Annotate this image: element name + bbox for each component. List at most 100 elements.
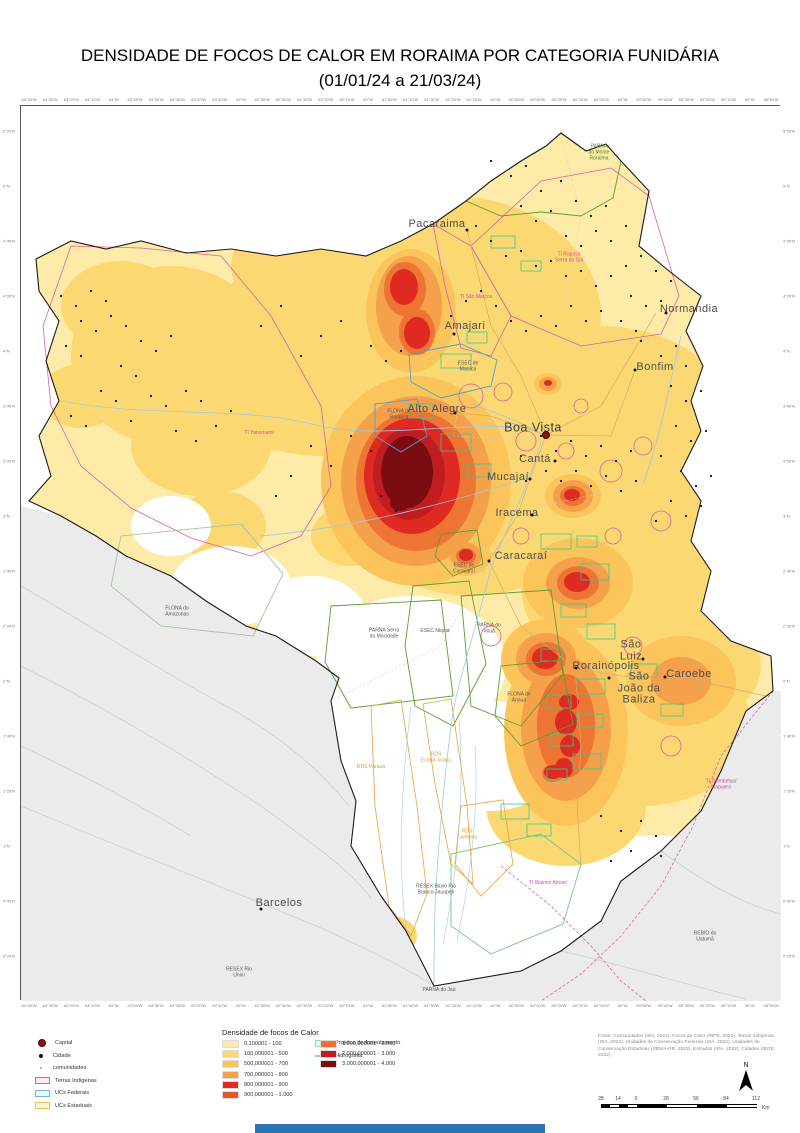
legend-item: Terras Indígenas: [35, 1076, 97, 1086]
community-symbol: [40, 1067, 42, 1069]
density-classes-col2: 1.000,000001 - 2.000 2.000,000001 - 3.000…: [320, 1040, 395, 1071]
longitude-tick: 64°40'W: [21, 97, 37, 102]
density-swatch: [222, 1060, 239, 1069]
latitude-tick: 3°40'N: [783, 403, 795, 409]
legend-item-label: comunidades: [53, 1065, 87, 1071]
scale-bar: 28 14 0 28 56 84 112 Km: [596, 1096, 776, 1118]
longitude-tick: 60°50'W: [509, 97, 525, 102]
legend-item-label: Capital: [55, 1040, 73, 1046]
longitude-tick: 61°W: [490, 97, 501, 102]
latitude-tick: 5°20'N: [783, 128, 795, 134]
legend-item: Cidade: [35, 1051, 97, 1061]
density-swatch: [222, 1050, 239, 1059]
longitude-tick: 62°10'W: [339, 1003, 355, 1008]
longitude-tick: 59°30'W: [678, 1003, 694, 1008]
density-class: 100,000001 - 500: [222, 1050, 293, 1059]
hydrography-lines: [60, 335, 682, 985]
box-symbol: [35, 1077, 50, 1084]
scale-label: 0: [634, 1096, 638, 1102]
density-classes-col1: 0,100001 - 100 100,000001 - 500 500,000001…: [222, 1040, 293, 1101]
longitude-tick: 59°20'W: [699, 97, 715, 102]
latitude-tick: 2°N: [3, 678, 10, 684]
legend-item-label: UCs Federais: [55, 1090, 90, 1096]
longitude-tick: 61°10'W: [466, 97, 482, 102]
density-class: 800,000001 - 900: [222, 1080, 293, 1089]
legend-item-label: Projetos de Assentamento: [335, 1040, 401, 1046]
longitude-tick: 60°10'W: [593, 1003, 609, 1008]
density-class: 700,000001 - 800: [222, 1070, 293, 1079]
latitude-tick: 1°N: [783, 843, 790, 849]
north-arrow-icon: [739, 1070, 753, 1091]
longitude-tick: 60°40'W: [530, 97, 546, 102]
longitude-tick: 59°40'W: [657, 1003, 673, 1008]
longitude-tick: 60°50'W: [509, 1003, 525, 1008]
scale-bar-graphic: [601, 1104, 757, 1108]
scale-label: 112: [752, 1096, 760, 1102]
longitude-tick: 63°20'W: [191, 97, 207, 102]
longitude-tick: 62°50'W: [254, 97, 270, 102]
legend-item-label: Cidade: [53, 1052, 71, 1059]
legend-item: UCs Estaduais: [35, 1101, 97, 1111]
scale-label: 28: [598, 1096, 604, 1102]
longitude-tick: 64°30'W: [42, 1003, 58, 1008]
capital-symbol: [38, 1039, 46, 1047]
latitude-tick: 1°N: [3, 843, 10, 849]
longitude-tick: 63°40'W: [148, 1003, 164, 1008]
longitude-tick: 63°50'W: [127, 97, 143, 102]
density-swatch: [222, 1040, 239, 1048]
longitude-tick: 63°50'W: [127, 1003, 143, 1008]
longitude-tick: 59°50'W: [636, 97, 652, 102]
bottom-blue-bar: [255, 1124, 545, 1133]
longitude-tick: 63°40'W: [148, 97, 164, 102]
longitude-tick: 60°20'W: [572, 97, 588, 102]
longitude-tick: 61°30'W: [424, 1003, 440, 1008]
latitude-tick: 1°40'N: [783, 733, 795, 739]
latitude-tick: 0°20'N: [783, 953, 795, 959]
longitude-tick: 64°W: [108, 97, 119, 102]
latitude-tick: 4°N: [783, 348, 790, 354]
density-swatch: [320, 1060, 337, 1069]
latitude-tick: 3°20'N: [783, 458, 795, 464]
longitude-tick: 61°20'W: [445, 1003, 461, 1008]
latitude-tick: 0°40'N: [3, 898, 15, 904]
density-class: 900,000001 - 1.000: [222, 1090, 293, 1099]
latitude-tick: 4°20'N: [783, 293, 795, 299]
city-symbol: [39, 1053, 43, 1058]
longitude-tick: 63°W: [236, 1003, 246, 1008]
longitude-tick: 62°40'W: [275, 1003, 291, 1008]
longitude-tick: 61°50'W: [381, 97, 397, 102]
longitude-tick: 63°10'W: [212, 1003, 228, 1008]
legend: Capital Cidade comunidades Terras Indígenas…: [0, 1026, 800, 1126]
longitude-tick: 59°50'W: [636, 1003, 652, 1008]
legend-item: comunidades: [35, 1063, 97, 1073]
latitude-tick: 4°20'N: [3, 293, 15, 299]
longitude-tick: 60°30'W: [551, 97, 567, 102]
longitude-tick: 64°W: [108, 1003, 119, 1008]
latitude-tick: 3°N: [3, 513, 10, 519]
page-title: DENSIDADE DE FOCOS DE CALOR EM RORAIMA P…: [80, 46, 720, 90]
longitude-tick: 62°50'W: [254, 1003, 270, 1008]
latitude-tick: 4°40'N: [3, 238, 15, 244]
latitude-tick: 2°20'N: [3, 623, 15, 629]
longitude-tick: 62°30'W: [297, 97, 313, 102]
density-swatch: [222, 1070, 239, 1079]
latitude-tick: 1°20'N: [3, 788, 15, 794]
density-class: 2.000,000001 - 3.000: [320, 1050, 395, 1059]
longitude-tick: 63°W: [236, 97, 246, 102]
latitude-tick: 2°40'N: [783, 568, 795, 574]
indigenous-lands-outlines: [42, 167, 774, 1001]
density-class-label: 800,000001 - 900: [244, 1081, 288, 1088]
longitude-tick: 60°20'W: [572, 1003, 588, 1008]
longitude-tick: 60°40'W: [530, 1003, 546, 1008]
box-symbol: [35, 1102, 50, 1109]
longitude-tick: 58°50'W: [763, 1003, 779, 1008]
longitude-tick: 61°40'W: [403, 1003, 419, 1008]
legend-item-label: Terras Indígenas: [55, 1077, 97, 1084]
longitude-tick: 63°30'W: [169, 97, 185, 102]
density-swatch: [222, 1080, 239, 1089]
longitude-tick: 64°30'W: [42, 97, 58, 102]
legend-symbols: Capital Cidade comunidades Terras Indígenas…: [35, 1038, 97, 1113]
longitude-tick: 60°10'W: [593, 97, 609, 102]
latitude-tick: 0°40'N: [783, 898, 795, 904]
longitude-tick: 64°40'W: [21, 1003, 37, 1008]
